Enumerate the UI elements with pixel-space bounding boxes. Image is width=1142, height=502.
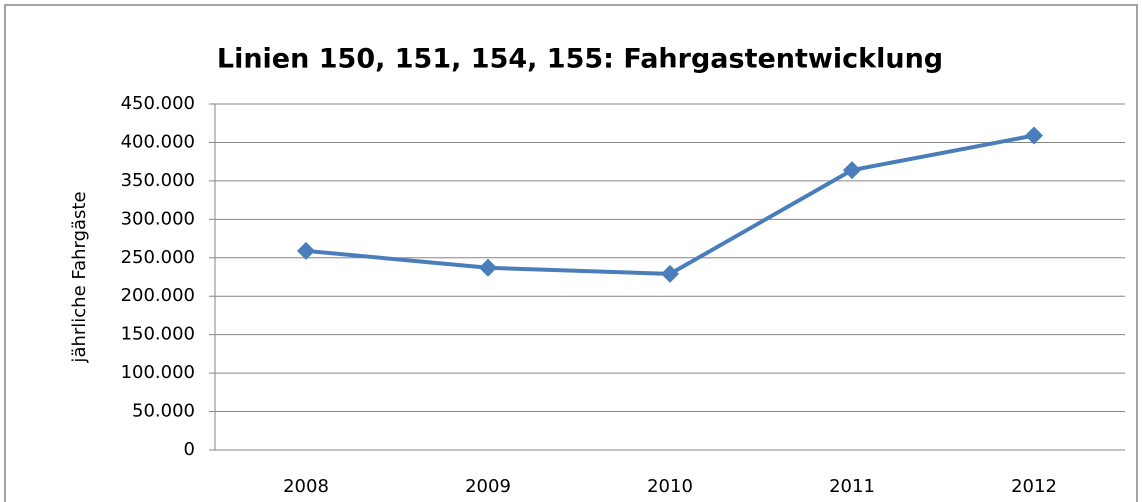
y-axis-label: jährliche Fahrgäste xyxy=(69,191,90,363)
chart-title: Linien 150, 151, 154, 155: Fahrgastentwi… xyxy=(217,44,943,75)
data-marker xyxy=(661,264,679,283)
y-tick-label: 300.000 xyxy=(121,208,195,229)
y-tick-label: 450.000 xyxy=(121,93,195,114)
x-tick-label: 2011 xyxy=(829,476,875,497)
data-marker xyxy=(843,161,861,180)
y-tick-label: 150.000 xyxy=(121,324,195,345)
data-marker xyxy=(297,241,315,260)
x-tick-label: 2012 xyxy=(1011,476,1057,497)
y-tick-label: 100.000 xyxy=(121,362,195,383)
x-tick-label: 2009 xyxy=(465,476,511,497)
y-tick-label: 250.000 xyxy=(121,247,195,268)
data-marker xyxy=(479,258,497,277)
chart-frame xyxy=(4,4,1138,502)
y-tick-label: 0 xyxy=(184,439,195,460)
y-tick-label: 200.000 xyxy=(121,285,195,306)
x-tick-label: 2010 xyxy=(647,476,693,497)
x-tick-label: 2008 xyxy=(283,476,329,497)
data-marker xyxy=(1025,126,1043,145)
y-tick-label: 50.000 xyxy=(132,401,195,422)
y-tick-label: 350.000 xyxy=(121,170,195,191)
y-tick-label: 400.000 xyxy=(121,131,195,152)
